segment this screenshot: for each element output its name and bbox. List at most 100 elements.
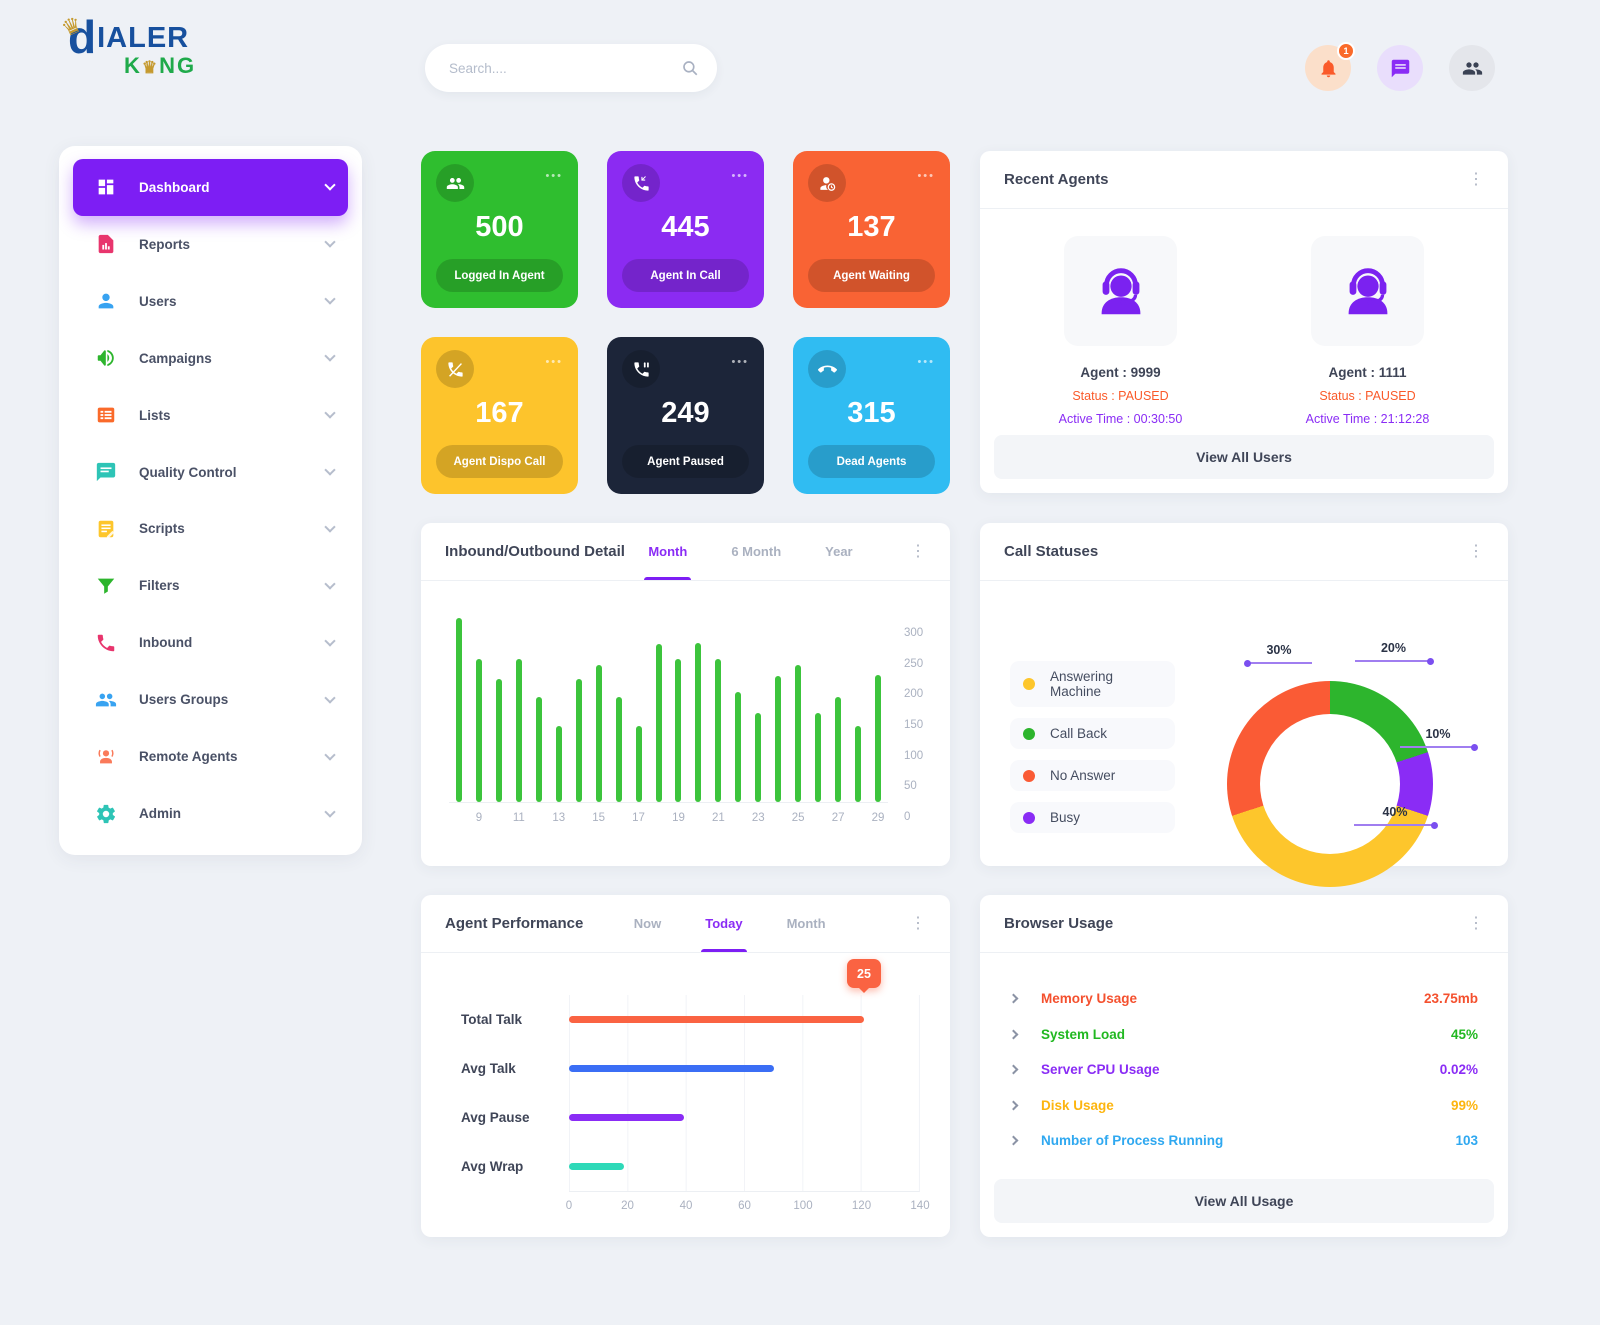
chevron-down-icon (324, 749, 336, 761)
notifications-button[interactable]: 1 (1305, 42, 1355, 91)
more-options-icon[interactable]: ••• (545, 356, 563, 368)
view-all-usage-button[interactable]: View All Usage (994, 1179, 1494, 1223)
chevron-down-icon (324, 805, 336, 818)
usage-row-disk[interactable]: Disk Usage 99% (980, 1088, 1508, 1124)
legend-dot (1023, 769, 1035, 782)
recent-agents-card: Recent Agents ⋮ Agent : 9999 Status : PA… (980, 151, 1508, 493)
sidebar-item-remote-agents[interactable]: Remote Agents (73, 728, 348, 785)
more-options-icon[interactable]: ••• (731, 170, 749, 182)
sidebar-item-users-groups[interactable]: Users Groups (73, 671, 348, 728)
chat-icon (1391, 59, 1409, 77)
bell-icon (1321, 59, 1335, 77)
sidebar-item-lists[interactable]: Lists (73, 387, 348, 444)
x-axis-labels: 0 20 40 60 100 120 140 (565, 1200, 930, 1212)
chevron-down-icon (324, 578, 336, 590)
usage-row-memory[interactable]: Memory Usage 23.75mb (980, 981, 1508, 1017)
sidebar-item-dashboard[interactable]: Dashboard (73, 159, 348, 216)
tab-month[interactable]: Month (786, 916, 826, 931)
view-all-users-button[interactable]: View All Users (994, 435, 1494, 479)
sidebar-item-users[interactable]: Users (73, 273, 348, 330)
inbound-bar-chart: 9 11 13 15 17 19 21 23 25 27 29 300 250 200 150 100 50 0 (421, 581, 950, 830)
dialer-king-logo[interactable]: ♛ dIALER K♛NG (58, 11, 258, 79)
phone-pause-icon (622, 350, 660, 388)
usage-row-system-load[interactable]: System Load 45% (980, 1017, 1508, 1053)
more-options-icon[interactable]: ••• (731, 356, 749, 368)
logo-text-king: K♛NG (124, 53, 197, 78)
bar (569, 615, 589, 802)
browser-usage-card: Browser Usage ⋮ Memory Usage 23.75mb Syst… (980, 895, 1508, 1237)
reports-icon (95, 233, 117, 255)
x-axis-labels: 9 11 13 15 17 19 21 23 25 27 29 (475, 812, 885, 824)
usage-row-server-cpu[interactable]: Server CPU Usage 0.02% (980, 1052, 1508, 1088)
legend-dot (1023, 727, 1035, 740)
kebab-menu-icon[interactable]: ⋮ (1468, 914, 1484, 932)
donut-chart (1227, 681, 1433, 887)
chevron-down-icon (324, 407, 336, 419)
sidebar-item-quality-control[interactable]: Quality Control (73, 444, 348, 501)
script-note-icon (95, 518, 117, 540)
donut-legend: Answering Machine Call Back No Answer Bu… (1010, 661, 1175, 833)
bar (649, 615, 669, 802)
chevron-right-icon (1008, 1064, 1019, 1075)
hbar-plot: 25 (569, 959, 920, 1192)
sidebar-item-filters[interactable]: Filters (73, 557, 348, 614)
usage-row-processes[interactable]: Number of Process Running 103 (980, 1123, 1508, 1159)
agent-performance-card: Agent Performance Now Today Month ⋮ Tota… (421, 895, 950, 1237)
chevron-right-icon (1008, 1135, 1019, 1146)
remote-agent-icon (95, 746, 117, 768)
bar (629, 615, 649, 802)
bar (589, 615, 609, 802)
sidebar-item-inbound[interactable]: Inbound (73, 614, 348, 671)
kebab-menu-icon[interactable]: ⋮ (909, 542, 926, 560)
tab-month[interactable]: Month (644, 523, 692, 580)
sidebar-item-admin[interactable]: Admin (73, 785, 348, 842)
chevron-down-icon (324, 635, 336, 647)
bar (489, 615, 509, 802)
call-statuses-card: Call Statuses ⋮ Answering Machine Call B… (980, 523, 1508, 887)
total-talk-bar (569, 1016, 864, 1023)
kebab-menu-icon[interactable]: ⋮ (1468, 170, 1484, 188)
sidebar-item-scripts[interactable]: Scripts (73, 501, 348, 558)
chevron-right-icon (1008, 1100, 1019, 1111)
stat-card-agent-waiting: ••• 137 Agent Waiting (793, 151, 950, 308)
more-options-icon[interactable]: ••• (545, 170, 563, 182)
legend-item-no-answer[interactable]: No Answer (1010, 760, 1175, 791)
chevron-right-icon (1008, 1029, 1019, 1040)
bar (529, 615, 549, 802)
inbound-outbound-card: Inbound/Outbound Detail Month 6 Month Ye… (421, 523, 950, 866)
tab-now[interactable]: Now (633, 916, 662, 931)
usage-rows: Memory Usage 23.75mb System Load 45% Serve… (980, 953, 1508, 1159)
legend-item-call-back[interactable]: Call Back (1010, 718, 1175, 749)
tab-6-month[interactable]: 6 Month (731, 544, 782, 559)
sidebar-item-campaigns[interactable]: Campaigns (73, 330, 348, 387)
messages-button[interactable] (1377, 45, 1423, 91)
agent-tile[interactable]: Agent : 1111 Status : PAUSED Active Time… (1298, 236, 1438, 426)
chevron-down-icon (324, 464, 336, 476)
users-button[interactable] (1449, 45, 1495, 91)
phone-down-icon (808, 350, 846, 388)
kebab-menu-icon[interactable]: ⋮ (909, 914, 926, 932)
category-labels: Total Talk Avg Talk Avg Pause Avg Wrap (461, 1012, 530, 1174)
more-options-icon[interactable]: ••• (917, 170, 935, 182)
phone-incoming-icon (622, 164, 660, 202)
tab-today[interactable]: Today (701, 895, 747, 952)
search-input[interactable] (449, 60, 681, 76)
sidebar-item-reports[interactable]: Reports (73, 216, 348, 273)
user-icon (95, 290, 117, 312)
stat-cards: ••• 500 Logged In Agent ••• 445 Agent In… (421, 151, 950, 494)
more-options-icon[interactable]: ••• (917, 356, 935, 368)
legend-dot (1023, 811, 1035, 824)
bar (668, 615, 688, 802)
search-icon[interactable] (681, 59, 699, 77)
tab-year[interactable]: Year (825, 544, 853, 559)
list-icon (95, 404, 117, 426)
legend-item-answering-machine[interactable]: Answering Machine (1010, 661, 1175, 707)
legend-item-busy[interactable]: Busy (1010, 802, 1175, 833)
bar (848, 615, 868, 802)
chevron-down-icon (324, 350, 336, 362)
agent-tile[interactable]: Agent : 9999 Status : PAUSED Active Time… (1051, 236, 1191, 426)
kebab-menu-icon[interactable]: ⋮ (1468, 542, 1484, 560)
donut-callout-40: 40% (1354, 805, 1438, 829)
avg-wrap-bar (569, 1163, 624, 1170)
